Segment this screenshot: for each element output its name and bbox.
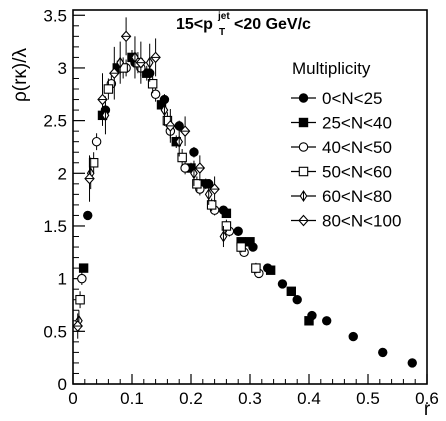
data-point [116,56,125,69]
data-point [407,358,417,368]
legend-label: 50<N<60 [322,163,392,182]
data-point [304,316,314,326]
data-point [135,56,147,69]
data-point [265,265,276,275]
data-point [150,89,161,100]
legend-marker [298,166,309,177]
legend-marker [298,93,309,103]
x-tick-label: 0.6 [415,389,439,408]
legend-entry: 25<N<40 [291,114,392,133]
data-point [145,56,154,69]
legend-entry: 40<N<50 [291,138,392,157]
kinematic-annotation: 15<p jet T <20 GeV/c [176,11,311,38]
legend-label: 60<N<80 [322,187,392,206]
data-point [147,78,158,89]
x-tick-label: 0 [68,389,77,408]
legend: 0<N<25 25<N<40 40<N<50 50<N<60 60<N<80 80<N<1… [291,89,401,231]
y-tick-label: 2 [58,164,67,183]
data-point [192,179,202,189]
legend-label: 80<N<100 [322,212,401,231]
data-point [78,263,89,273]
annotation-prefix: 15<p [176,16,213,33]
data-point [120,30,132,43]
legend-entry: 60<N<80 [291,187,392,206]
legend-entry: 80<N<100 [291,212,401,231]
data-point [221,221,232,231]
series-5 [72,17,220,339]
y-tick-label: 0 [58,375,67,394]
legend-label: 0<N<25 [322,89,383,108]
data-point [189,147,199,157]
annotation-suffix: <20 GeV/c [234,16,311,33]
data-point [292,295,302,305]
data-point [286,286,297,296]
y-tick-label: 3.5 [43,6,67,25]
legend-label: 40<N<50 [322,138,392,157]
data-point [180,163,190,173]
x-axis-ticks: 0 0.1 0.2 0.3 0.4 0.5 0.6 [68,374,439,408]
y-tick-label: 1 [58,270,67,289]
data-point [179,125,191,137]
data-point [348,331,358,342]
data-point [219,230,228,243]
legend-entry: 50<N<60 [291,163,392,182]
legend-entry: 0<N<25 [291,89,383,108]
y-tick-label: 2.5 [43,112,67,131]
data-series [72,17,417,368]
data-point [236,242,246,252]
data-point [75,294,85,305]
legend-marker [299,189,308,203]
data-point [101,109,110,122]
data-point [209,183,220,195]
legend-marker [298,117,309,128]
x-tick-label: 0.3 [238,389,262,408]
annotation-sub: T [219,27,225,38]
y-tick-label: 1.5 [43,217,67,236]
data-point [150,51,161,64]
data-point [142,68,152,78]
legend-marker [298,214,309,227]
data-point [160,104,169,117]
y-tick-label: 0.5 [43,322,67,341]
x-tick-label: 0.5 [356,389,380,408]
legend-title: Multiplicity [292,59,371,78]
x-tick-label: 0.1 [120,389,144,408]
data-point [245,237,255,247]
data-point [77,273,87,284]
data-point [165,120,176,132]
data-point [91,136,102,147]
y-axis-ticks: 0 0.5 1 1.5 2 2.5 3 3.5 [43,6,85,394]
data-point [221,208,232,219]
data-point [277,279,288,289]
data-point [84,172,95,185]
data-point [177,152,187,163]
data-point [83,210,93,221]
x-tick-label: 0.4 [297,389,321,408]
data-point [190,167,198,180]
legend-label: 25<N<40 [322,114,392,133]
data-point [103,84,114,94]
series-4 [75,36,228,332]
annotation-sup: jet [217,11,230,22]
data-point [378,347,388,358]
data-point [175,135,184,148]
x-axis-title: r [424,399,431,420]
x-tick-label: 0.2 [179,389,203,408]
y-tick-label: 3 [58,59,67,78]
data-point [194,162,206,174]
data-point [233,226,243,236]
data-point [72,320,83,332]
y-axis-title: ρ(rκ)/λ [10,47,31,102]
data-point [109,67,120,80]
data-point [204,188,213,201]
data-point [251,263,261,273]
data-point [97,93,108,106]
data-point [322,316,332,326]
legend-marker [298,142,309,152]
series-3 [75,52,261,309]
data-point [206,200,217,210]
data-point [131,51,139,64]
